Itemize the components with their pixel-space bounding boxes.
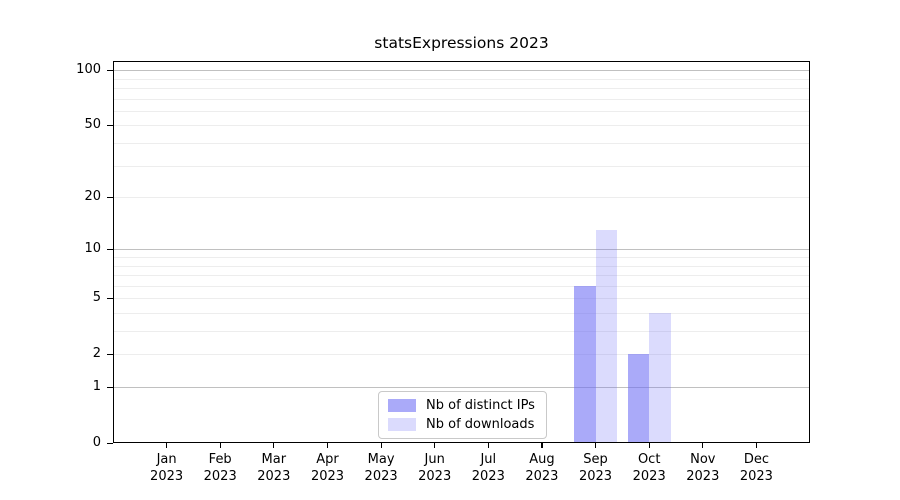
- legend-label-downloads: Nb of downloads: [426, 417, 535, 432]
- x-tick-mark-dec-2023: [755, 443, 758, 448]
- y-tick-mark-100: [107, 69, 113, 71]
- plot-area: [113, 61, 810, 443]
- x-tick-mark-oct-2023: [648, 443, 650, 448]
- legend-item-downloads: Nb of downloads: [388, 417, 535, 432]
- y-tick-mark-5: [107, 297, 113, 299]
- x-tick-label-jun-2023: Jun 2023: [418, 452, 452, 484]
- y-tick-mark-10: [107, 248, 113, 250]
- bar-nb-of-downloads-sep-2023: [595, 229, 617, 443]
- bar-nb-of-downloads-oct-2023: [649, 312, 671, 443]
- x-tick-label-jan-2023: Jan 2023: [150, 452, 184, 484]
- x-tick-mark-jun-2023: [434, 443, 436, 448]
- x-tick-mark-apr-2023: [326, 443, 329, 448]
- gridline-minor-9: [113, 256, 810, 258]
- legend: Nb of distinct IPs Nb of downloads: [378, 391, 547, 439]
- y-tick-mark-50: [107, 124, 113, 127]
- gridline-minor-60: [113, 110, 810, 112]
- x-tick-label-dec-2023: Dec 2023: [739, 452, 773, 484]
- gridline-major-10: [113, 249, 810, 251]
- x-tick-label-sep-2023: Sep 2023: [578, 452, 613, 484]
- gridline-minor-30: [113, 165, 810, 167]
- bar-nb-of-distinct-ips-sep-2023: [574, 285, 596, 443]
- x-tick-mark-jul-2023: [487, 443, 489, 448]
- legend-label-distinct-ips: Nb of distinct IPs: [426, 398, 535, 413]
- x-tick-label-jul-2023: Jul 2023: [471, 452, 505, 484]
- gridline-major-100: [113, 70, 810, 72]
- gridline-minor-70: [113, 98, 810, 100]
- gridline-minor-40: [113, 142, 810, 144]
- y-tick-label-50: 50: [84, 117, 101, 133]
- gridline-minor-50: [113, 125, 810, 127]
- bar-nb-of-distinct-ips-oct-2023: [627, 354, 650, 443]
- x-tick-mark-sep-2023: [594, 443, 597, 448]
- x-tick-mark-may-2023: [380, 443, 382, 448]
- y-tick-label-20: 20: [84, 189, 101, 204]
- y-tick-label-100: 100: [76, 62, 101, 78]
- y-tick-label-2: 2: [92, 346, 101, 362]
- y-tick-mark-20: [107, 196, 113, 198]
- x-tick-label-aug-2023: Aug 2023: [525, 452, 559, 484]
- gridline-minor-4: [113, 312, 810, 314]
- y-tick-mark-2: [107, 353, 113, 355]
- x-tick-mark-nov-2023: [702, 443, 704, 448]
- legend-swatch-distinct-ips: [388, 399, 416, 412]
- chart-title: statsExpressions 2023: [374, 34, 549, 52]
- gridline-minor-5: [113, 298, 810, 300]
- gridline-minor-2: [113, 354, 810, 356]
- x-tick-mark-aug-2023: [541, 443, 543, 448]
- y-tick-mark-1: [107, 386, 113, 388]
- y-tick-mark-0: [107, 442, 113, 444]
- y-tick-label-1: 1: [92, 379, 101, 394]
- y-tick-label-10: 10: [84, 241, 101, 257]
- gridline-major-1: [113, 387, 810, 388]
- gridline-minor-3: [113, 331, 810, 332]
- gridline-minor-80: [113, 87, 810, 89]
- x-tick-label-oct-2023: Oct 2023: [632, 452, 666, 484]
- x-tick-label-apr-2023: Apr 2023: [310, 452, 345, 484]
- x-tick-mark-jan-2023: [166, 443, 168, 448]
- y-tick-label-0: 0: [92, 435, 101, 450]
- gridline-minor-6: [113, 285, 810, 287]
- x-tick-mark-feb-2023: [219, 443, 221, 448]
- gridline-minor-8: [113, 265, 810, 267]
- x-tick-label-feb-2023: Feb 2023: [203, 452, 237, 484]
- gridline-minor-90: [113, 78, 810, 80]
- x-tick-mark-mar-2023: [273, 443, 275, 448]
- y-tick-label-5: 5: [92, 290, 101, 306]
- x-tick-label-nov-2023: Nov 2023: [686, 452, 720, 484]
- gridline-minor-7: [113, 275, 810, 276]
- x-tick-label-mar-2023: Mar 2023: [257, 452, 291, 484]
- legend-item-distinct-ips: Nb of distinct IPs: [388, 398, 535, 413]
- x-tick-label-may-2023: May 2023: [364, 452, 398, 484]
- legend-swatch-downloads: [388, 418, 416, 431]
- gridline-minor-20: [113, 197, 810, 198]
